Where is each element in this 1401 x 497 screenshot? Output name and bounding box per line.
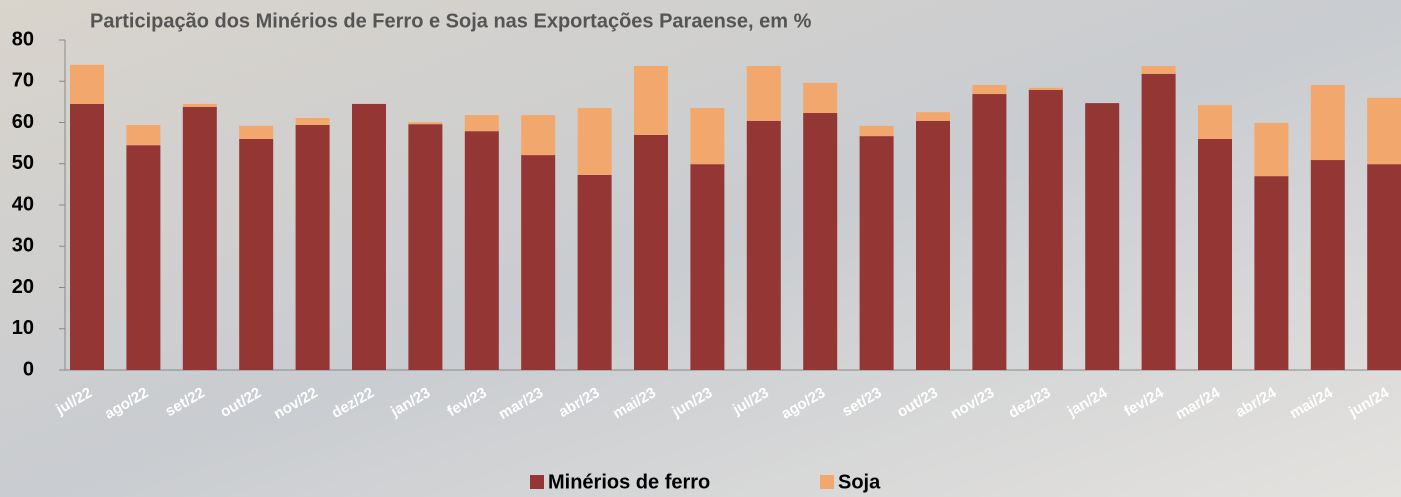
- y-tick-label: 80: [12, 28, 34, 50]
- bar-segment: [464, 115, 499, 132]
- bar-segment: [70, 103, 104, 370]
- bar-segment: [521, 155, 556, 370]
- legend-swatch: [530, 475, 544, 489]
- y-tick-label: 0: [23, 358, 34, 380]
- bar-segment: [295, 117, 330, 125]
- bar-segment: [1198, 139, 1232, 370]
- bar-segment: [690, 164, 725, 370]
- y-tick-label: 60: [12, 111, 34, 133]
- bar-segment: [1028, 87, 1063, 90]
- bar-segment: [1310, 84, 1345, 161]
- bar-segment: [464, 131, 499, 370]
- bar-segment: [1254, 176, 1289, 370]
- bar-segment: [746, 120, 781, 370]
- bar-segment: [295, 124, 330, 370]
- bar-segment: [1367, 164, 1401, 370]
- bar-segment: [1141, 65, 1176, 74]
- bar-segment: [916, 120, 950, 370]
- y-tick-label: 70: [12, 70, 34, 92]
- bar-segment: [634, 134, 668, 370]
- y-tick-label: 40: [12, 193, 34, 215]
- bar-segment: [1198, 105, 1232, 139]
- legend-swatch: [820, 475, 834, 489]
- y-tick-label: 50: [12, 152, 34, 174]
- bar-segment: [126, 145, 161, 370]
- bar-segment: [972, 94, 1007, 370]
- bar-segment: [1254, 122, 1289, 177]
- y-tick-label: 10: [12, 317, 34, 339]
- legend-label: Minérios de ferro: [548, 471, 710, 493]
- legend-label: Soja: [838, 471, 881, 493]
- bar-segment: [239, 125, 274, 139]
- bar-segment: [577, 108, 612, 175]
- bar-segment: [352, 103, 386, 370]
- bar-segment: [408, 124, 443, 371]
- bar-segment: [126, 124, 161, 146]
- bar-segment: [521, 115, 556, 156]
- bar-segment: [803, 113, 838, 370]
- bar-segment: [182, 106, 217, 370]
- bar-segment: [1085, 103, 1120, 371]
- bar-segment: [634, 65, 668, 135]
- bar-segment: [859, 136, 894, 370]
- bar-segment: [70, 64, 104, 104]
- bar-segment: [1367, 97, 1401, 165]
- bar-segment: [803, 82, 838, 114]
- bar-segment: [690, 108, 725, 165]
- y-tick-label: 30: [12, 235, 34, 257]
- bar-segment: [577, 174, 612, 370]
- bar-segment: [916, 112, 950, 121]
- bar-segment: [859, 125, 894, 137]
- chart-title: Participação dos Minérios de Ferro e Soj…: [90, 10, 812, 32]
- bar-segment: [182, 103, 217, 107]
- bar-segment: [746, 65, 781, 121]
- bar-segment: [1310, 160, 1345, 370]
- bar-segment: [1028, 89, 1063, 370]
- bar-segment: [1141, 73, 1176, 370]
- bar-segment: [408, 122, 443, 125]
- y-tick-label: 20: [12, 276, 34, 298]
- bar-segment: [239, 139, 274, 370]
- bar-segment: [972, 84, 1007, 95]
